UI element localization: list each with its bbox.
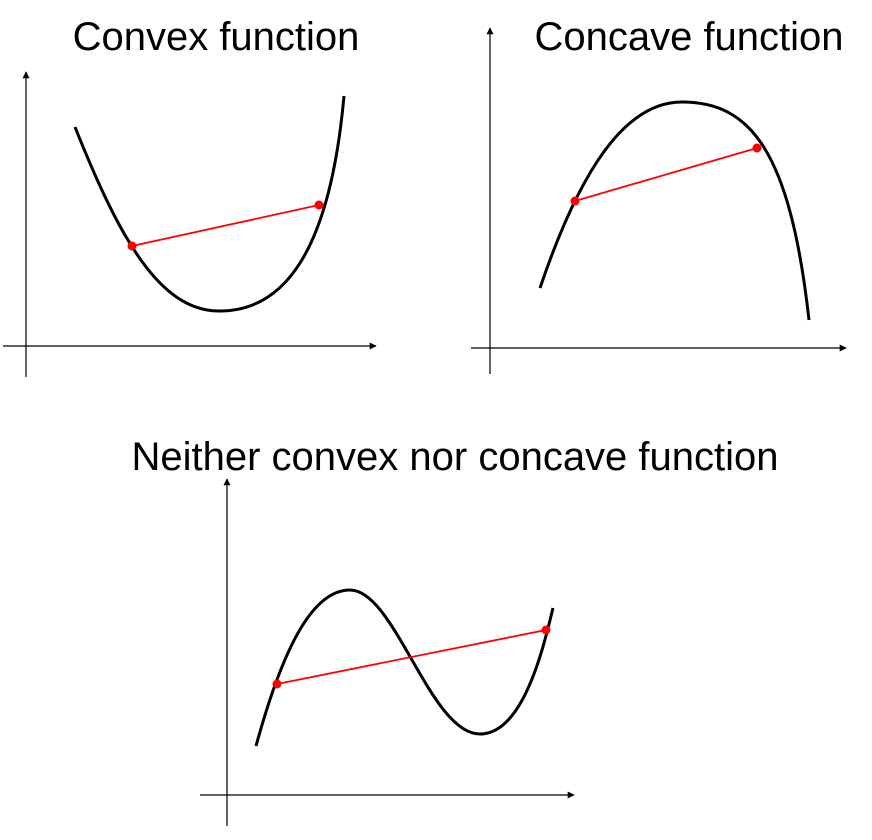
curve-concave — [538, 100, 811, 321]
point-convex-right — [314, 200, 324, 210]
point-concave-left — [570, 196, 580, 206]
chord-neither — [276, 629, 547, 685]
point-convex-left — [127, 241, 137, 251]
point-concave-right — [752, 143, 762, 153]
title-neither: Neither convex nor concave function — [131, 435, 778, 479]
panel-concave: Concave function — [471, 15, 847, 374]
curve-convex — [73, 95, 346, 313]
point-neither-left — [272, 679, 282, 689]
chord-concave — [574, 147, 758, 202]
chord-convex — [131, 204, 320, 247]
title-convex: Convex function — [73, 15, 360, 59]
panel-convex: Convex function — [3, 15, 377, 377]
point-neither-right — [541, 625, 551, 635]
curve-neither — [254, 588, 555, 747]
title-concave: Concave function — [534, 15, 843, 59]
panel-neither: Neither convex nor concave function — [131, 435, 779, 826]
